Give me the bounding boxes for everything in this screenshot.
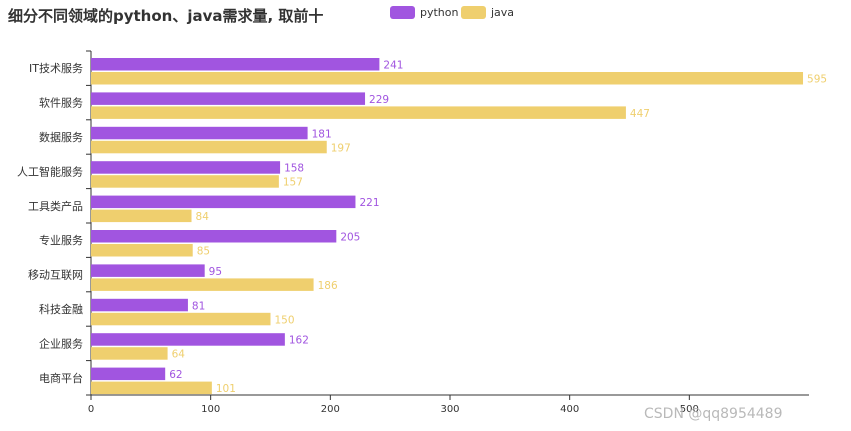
legend-label: python xyxy=(420,6,459,19)
bar-python xyxy=(91,298,188,312)
value-labels: 241 595 229 447 181 197 158 157 221 84 205 85 95 186 8… xyxy=(169,60,827,396)
axes: IT技术服务软件服务数据服务人工智能服务工具类产品专业服务移动互联网科技金融企业… xyxy=(17,50,809,415)
value-label-java: 186 xyxy=(318,280,338,292)
bar-python xyxy=(91,161,281,174)
bar-java xyxy=(91,347,168,360)
legend-item-python[interactable]: python xyxy=(390,6,459,19)
x-tick-label: 200 xyxy=(321,404,340,415)
watermark: CSDN @qq8954489 xyxy=(644,406,783,422)
bar-java xyxy=(91,244,193,257)
category-label: IT技术服务 xyxy=(29,62,83,75)
value-label-java: 595 xyxy=(807,74,827,86)
value-label-python: 205 xyxy=(340,232,360,244)
bar-java xyxy=(91,175,279,188)
category-label: 电商平台 xyxy=(39,371,83,385)
bar-python xyxy=(91,126,308,140)
value-label-java: 101 xyxy=(216,383,236,395)
category-label: 工具类产品 xyxy=(28,199,83,213)
category-label: 移动互联网 xyxy=(28,269,83,282)
bars xyxy=(91,58,804,395)
bar-python xyxy=(91,333,285,346)
value-label-java: 197 xyxy=(331,142,351,154)
legend-label: java xyxy=(490,6,514,19)
bar-python xyxy=(91,230,337,243)
x-tick-label: 300 xyxy=(440,404,459,415)
value-label-python: 81 xyxy=(192,300,205,312)
bar-java xyxy=(91,72,804,85)
value-label-java: 150 xyxy=(275,314,295,326)
value-label-python: 162 xyxy=(289,335,309,347)
legend-swatch xyxy=(461,6,486,19)
value-label-java: 85 xyxy=(197,246,210,258)
bar-python xyxy=(91,195,356,209)
category-label: 科技金融 xyxy=(39,302,83,316)
chart-title: 细分不同领域的python、java需求量, 取前十 xyxy=(8,7,323,25)
legend-swatch xyxy=(390,6,415,19)
bar-python xyxy=(91,367,166,381)
value-label-python: 62 xyxy=(169,369,182,381)
bar-java xyxy=(91,312,271,326)
category-label: 数据服务 xyxy=(39,130,83,144)
legend[interactable]: python java xyxy=(390,6,514,19)
value-label-python: 229 xyxy=(369,94,389,106)
bar-python xyxy=(91,264,205,277)
bar-java xyxy=(91,106,626,119)
bar-java xyxy=(91,278,314,291)
value-label-python: 221 xyxy=(359,197,379,209)
bar-java xyxy=(91,140,327,154)
legend-item-java[interactable]: java xyxy=(461,6,514,19)
value-label-java: 447 xyxy=(630,108,650,120)
category-label: 软件服务 xyxy=(39,96,83,110)
x-tick-label: 0 xyxy=(88,404,94,415)
value-label-java: 64 xyxy=(172,349,186,361)
value-label-java: 157 xyxy=(283,177,303,189)
bar-python xyxy=(91,58,380,71)
category-label: 人工智能服务 xyxy=(17,164,83,178)
value-label-python: 95 xyxy=(209,266,222,278)
value-label-python: 241 xyxy=(383,60,403,72)
value-label-java: 84 xyxy=(196,211,210,223)
x-tick-label: 400 xyxy=(560,404,579,415)
category-label: 企业服务 xyxy=(39,336,83,350)
x-tick-label: 500 xyxy=(680,404,699,415)
value-label-python: 181 xyxy=(312,128,332,140)
bar-python xyxy=(91,92,366,105)
bar-java xyxy=(91,381,212,395)
value-label-python: 158 xyxy=(284,163,304,175)
category-label: 专业服务 xyxy=(39,233,83,247)
bar-java xyxy=(91,209,192,223)
x-tick-label: 100 xyxy=(201,404,220,415)
